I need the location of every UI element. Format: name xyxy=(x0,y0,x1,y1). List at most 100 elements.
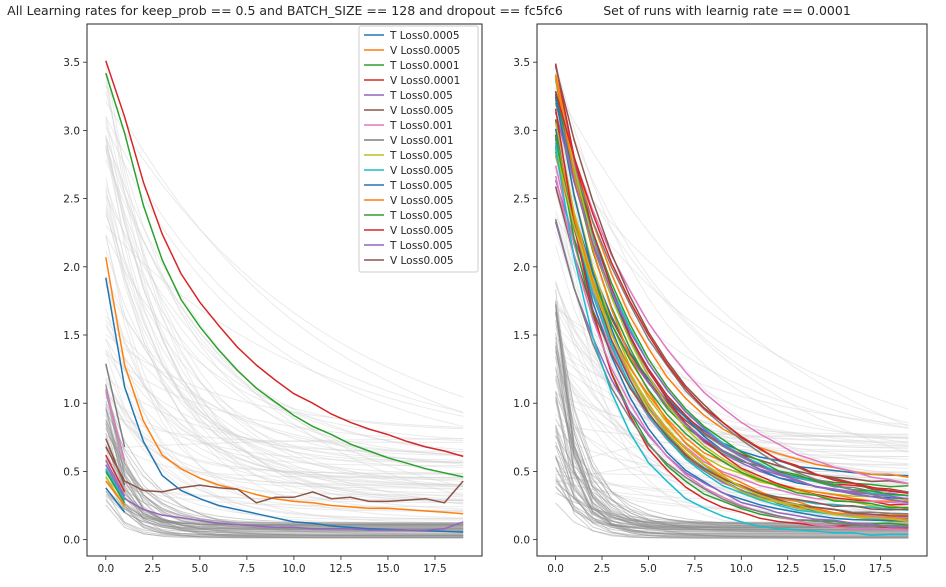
run-line xyxy=(554,221,909,528)
background-run-curve xyxy=(105,188,464,480)
series-line xyxy=(105,471,126,504)
x-tick-label: 2.5 xyxy=(144,563,161,575)
background-run-curve xyxy=(105,319,464,505)
y-tick-label: 1.5 xyxy=(513,330,530,342)
background-run-curve xyxy=(555,458,909,511)
background-run-curve xyxy=(105,85,464,414)
background-run-curve xyxy=(555,351,909,527)
y-tick-label: 1.5 xyxy=(63,330,80,342)
background-run-curve xyxy=(105,146,464,498)
background-run-curve xyxy=(555,427,909,532)
background-run-curve xyxy=(105,403,464,526)
background-run-curve xyxy=(555,456,909,531)
y-tick-label: 2.5 xyxy=(513,194,530,206)
y-tick-label: 3.0 xyxy=(513,125,530,137)
background-run-curve xyxy=(105,454,464,525)
background-run-curve xyxy=(105,438,464,450)
background-run-curve xyxy=(555,337,909,440)
legend-entry-label: T Loss0.005 xyxy=(389,210,453,222)
background-run-curve xyxy=(105,391,464,533)
background-run-curve xyxy=(105,211,464,463)
legend-entry-label: V Loss0.001 xyxy=(390,135,454,147)
background-run-curve xyxy=(105,445,464,524)
background-run-curve xyxy=(105,470,464,525)
background-run-curve xyxy=(555,414,909,512)
left-legend: T Loss0.0005 V Loss0.0005 T Loss0.0001 V Lo… xyxy=(358,25,479,273)
background-run-curve xyxy=(105,250,464,486)
background-run-curve xyxy=(555,466,909,535)
background-run-curve xyxy=(555,475,909,528)
background-run-curve xyxy=(105,214,464,463)
background-run-curve xyxy=(105,385,464,512)
y-tick-label: 1.0 xyxy=(63,398,80,410)
left-series-lines xyxy=(105,60,464,533)
background-run-curve xyxy=(105,393,464,526)
background-run-curve xyxy=(105,225,464,417)
legend-entry-label: V Loss0.0005 xyxy=(390,45,460,57)
y-tick-label: 2.0 xyxy=(63,262,80,274)
background-run-curve xyxy=(105,495,464,535)
x-tick-label: 2.5 xyxy=(594,563,611,575)
background-run-curve xyxy=(555,361,909,475)
legend-entry-label: T Loss0.0001 xyxy=(389,60,460,72)
background-run-curve xyxy=(555,312,909,528)
background-run-curve xyxy=(105,385,464,539)
legend-box xyxy=(358,25,479,273)
background-run-curve xyxy=(105,490,464,537)
background-run-curve xyxy=(105,159,464,496)
run-line xyxy=(554,128,909,522)
background-run-curve xyxy=(105,315,464,456)
background-run-curve xyxy=(105,448,464,539)
background-run-curve xyxy=(105,144,464,453)
background-run-curve xyxy=(105,436,464,538)
background-run-curve xyxy=(105,404,464,475)
background-run-curve xyxy=(555,129,909,453)
background-run-curve xyxy=(105,184,464,456)
x-tick-label: 0.0 xyxy=(547,563,564,575)
background-run-curve xyxy=(105,63,464,463)
x-tick-label: 15.0 xyxy=(376,563,399,575)
x-tick-label: 10.0 xyxy=(282,563,305,575)
background-run-curve xyxy=(105,475,464,534)
background-run-curve xyxy=(555,485,909,531)
background-run-curve xyxy=(105,144,464,488)
background-run-curve xyxy=(555,391,909,537)
left-y-axis-ticks: 0.0 0.5 1.0 1.5 2.0 2.5 3.0 3.5 xyxy=(63,57,87,547)
background-run-curve xyxy=(105,379,464,474)
background-run-curve xyxy=(555,435,909,528)
right-y-axis-ticks: 0.0 0.5 1.0 1.5 2.0 2.5 3.0 3.5 xyxy=(513,57,537,547)
x-tick-label: 5.0 xyxy=(640,563,657,575)
background-run-curve xyxy=(105,482,464,508)
series-line xyxy=(105,480,126,506)
series-line xyxy=(105,363,126,448)
background-run-curve xyxy=(555,502,909,539)
background-run-curve xyxy=(105,207,464,502)
x-tick-label: 17.5 xyxy=(423,563,446,575)
background-run-curve xyxy=(105,389,464,489)
legend-entry-label: T Loss0.005 xyxy=(389,240,453,252)
background-run-curve xyxy=(105,432,464,530)
background-run-curve xyxy=(555,150,909,410)
series-line xyxy=(105,257,464,515)
background-run-curve xyxy=(555,392,909,444)
background-run-curve xyxy=(105,366,464,496)
background-run-curve xyxy=(555,424,909,447)
y-tick-label: 0.5 xyxy=(63,466,80,478)
legend-entry-label: V Loss0.005 xyxy=(390,195,454,207)
background-run-curve xyxy=(105,383,464,526)
background-run-curve xyxy=(105,472,464,537)
right-series-lines xyxy=(554,63,909,537)
background-run-curve xyxy=(105,177,464,479)
y-tick-label: 2.0 xyxy=(513,262,530,274)
background-run-curve xyxy=(555,312,909,537)
background-run-curve xyxy=(105,195,464,479)
background-run-curve xyxy=(105,491,464,526)
background-run-curve xyxy=(105,406,464,530)
background-run-curve xyxy=(105,413,464,539)
background-run-curve xyxy=(105,455,464,533)
run-line xyxy=(554,102,909,504)
run-line xyxy=(554,175,909,532)
right-chart-title: Set of runs with learnig rate == 0.0001 xyxy=(603,3,851,18)
background-run-curve xyxy=(105,473,464,538)
background-run-curve xyxy=(105,419,464,527)
